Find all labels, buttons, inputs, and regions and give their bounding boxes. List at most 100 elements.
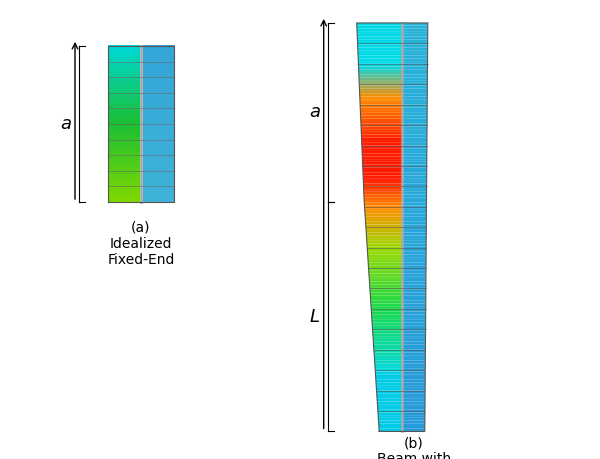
Polygon shape	[366, 233, 402, 235]
Polygon shape	[402, 358, 425, 361]
Polygon shape	[402, 45, 428, 47]
Polygon shape	[358, 50, 402, 53]
Polygon shape	[371, 301, 402, 303]
Polygon shape	[374, 353, 402, 355]
Polygon shape	[402, 124, 427, 126]
Polygon shape	[361, 129, 402, 132]
Polygon shape	[402, 382, 425, 385]
Polygon shape	[402, 184, 427, 186]
Polygon shape	[367, 246, 402, 249]
Polygon shape	[402, 192, 427, 195]
Polygon shape	[402, 285, 426, 287]
Polygon shape	[402, 350, 425, 353]
Polygon shape	[402, 165, 427, 167]
Polygon shape	[402, 325, 425, 328]
Polygon shape	[402, 69, 427, 72]
Polygon shape	[402, 110, 427, 113]
Polygon shape	[402, 146, 427, 148]
Polygon shape	[402, 47, 428, 50]
Polygon shape	[402, 371, 425, 374]
Polygon shape	[402, 88, 427, 91]
Polygon shape	[367, 235, 402, 238]
Polygon shape	[402, 420, 425, 423]
Polygon shape	[402, 102, 427, 105]
Polygon shape	[402, 399, 425, 402]
Polygon shape	[402, 213, 427, 216]
Polygon shape	[362, 148, 402, 151]
Polygon shape	[370, 298, 402, 301]
Polygon shape	[358, 42, 402, 45]
Polygon shape	[402, 252, 426, 254]
Polygon shape	[368, 257, 402, 260]
Polygon shape	[402, 23, 428, 26]
Polygon shape	[402, 361, 425, 364]
Polygon shape	[402, 72, 427, 75]
Polygon shape	[359, 88, 402, 91]
Polygon shape	[402, 233, 426, 235]
Polygon shape	[363, 178, 402, 181]
Polygon shape	[402, 235, 426, 238]
Polygon shape	[402, 355, 425, 358]
Polygon shape	[402, 151, 427, 154]
Polygon shape	[402, 75, 427, 78]
Polygon shape	[402, 314, 425, 317]
Polygon shape	[369, 274, 402, 276]
Polygon shape	[364, 197, 402, 200]
Polygon shape	[377, 407, 402, 410]
Polygon shape	[358, 58, 402, 61]
Polygon shape	[362, 157, 402, 159]
Polygon shape	[402, 78, 427, 80]
Polygon shape	[402, 333, 425, 336]
Polygon shape	[364, 203, 402, 206]
Polygon shape	[402, 28, 428, 31]
Polygon shape	[376, 388, 402, 391]
Polygon shape	[402, 34, 428, 37]
Polygon shape	[357, 37, 402, 39]
Polygon shape	[365, 213, 402, 216]
Polygon shape	[359, 80, 402, 83]
Polygon shape	[402, 303, 426, 306]
Polygon shape	[402, 244, 426, 246]
Polygon shape	[402, 369, 425, 371]
Polygon shape	[358, 39, 402, 42]
Polygon shape	[402, 37, 428, 39]
Polygon shape	[402, 61, 428, 64]
Polygon shape	[363, 167, 402, 170]
Polygon shape	[379, 426, 402, 429]
Polygon shape	[402, 85, 427, 88]
Polygon shape	[362, 146, 402, 148]
Polygon shape	[358, 56, 402, 58]
Polygon shape	[402, 211, 427, 213]
Polygon shape	[402, 306, 426, 309]
Polygon shape	[371, 303, 402, 306]
Polygon shape	[402, 121, 427, 124]
Polygon shape	[372, 323, 402, 325]
Polygon shape	[402, 391, 425, 393]
Polygon shape	[402, 344, 425, 347]
Polygon shape	[402, 56, 428, 58]
Polygon shape	[402, 31, 428, 34]
Polygon shape	[377, 399, 402, 402]
Polygon shape	[373, 336, 402, 339]
Polygon shape	[379, 418, 402, 420]
Polygon shape	[360, 102, 402, 105]
Polygon shape	[376, 380, 402, 382]
Polygon shape	[402, 268, 426, 271]
Polygon shape	[361, 124, 402, 126]
Polygon shape	[379, 420, 402, 423]
Polygon shape	[402, 423, 425, 426]
Polygon shape	[364, 195, 402, 197]
Polygon shape	[402, 301, 426, 303]
Polygon shape	[402, 216, 427, 219]
Polygon shape	[402, 222, 427, 224]
Polygon shape	[402, 246, 426, 249]
Polygon shape	[376, 374, 402, 377]
Polygon shape	[359, 91, 402, 94]
Polygon shape	[375, 371, 402, 374]
Polygon shape	[402, 366, 425, 369]
Polygon shape	[370, 295, 402, 298]
Polygon shape	[402, 279, 426, 282]
Polygon shape	[365, 216, 402, 219]
Polygon shape	[402, 113, 427, 116]
Polygon shape	[361, 132, 402, 134]
